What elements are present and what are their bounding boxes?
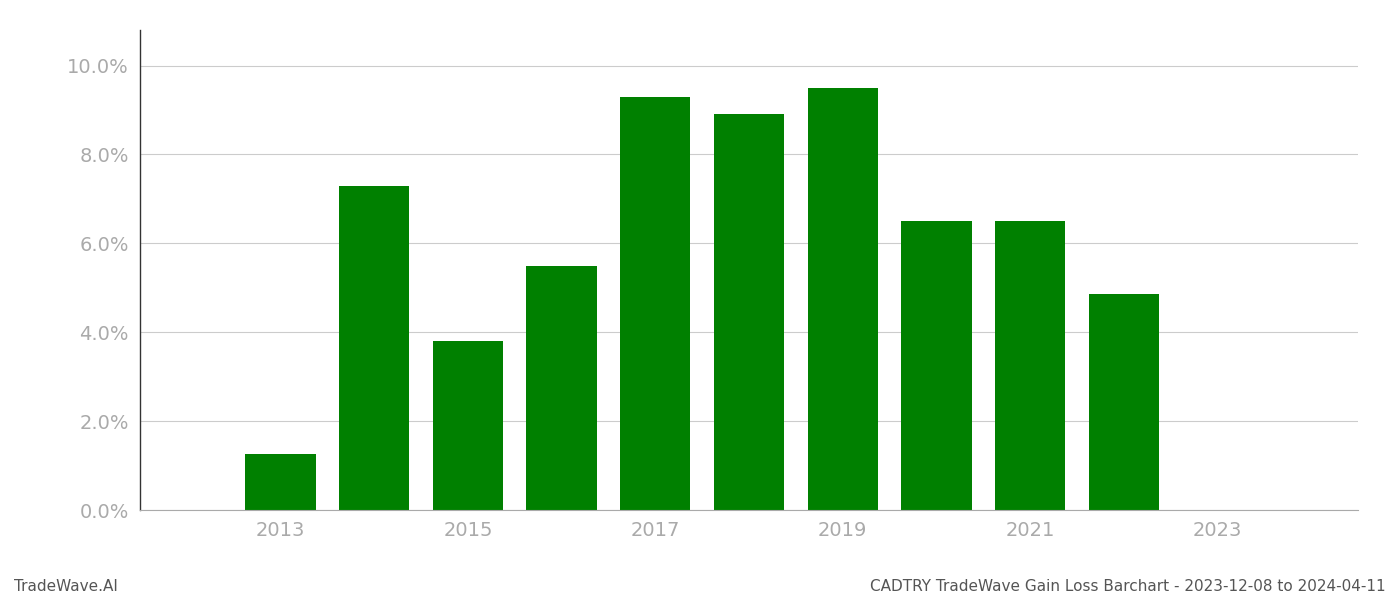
Bar bbox=[1089, 295, 1159, 510]
Bar bbox=[808, 88, 878, 510]
Bar bbox=[433, 341, 503, 510]
Bar bbox=[526, 266, 596, 510]
Bar bbox=[714, 115, 784, 510]
Bar bbox=[245, 454, 315, 510]
Bar bbox=[995, 221, 1065, 510]
Bar bbox=[620, 97, 690, 510]
Bar bbox=[339, 185, 409, 510]
Text: CADTRY TradeWave Gain Loss Barchart - 2023-12-08 to 2024-04-11: CADTRY TradeWave Gain Loss Barchart - 20… bbox=[871, 579, 1386, 594]
Text: TradeWave.AI: TradeWave.AI bbox=[14, 579, 118, 594]
Bar bbox=[902, 221, 972, 510]
